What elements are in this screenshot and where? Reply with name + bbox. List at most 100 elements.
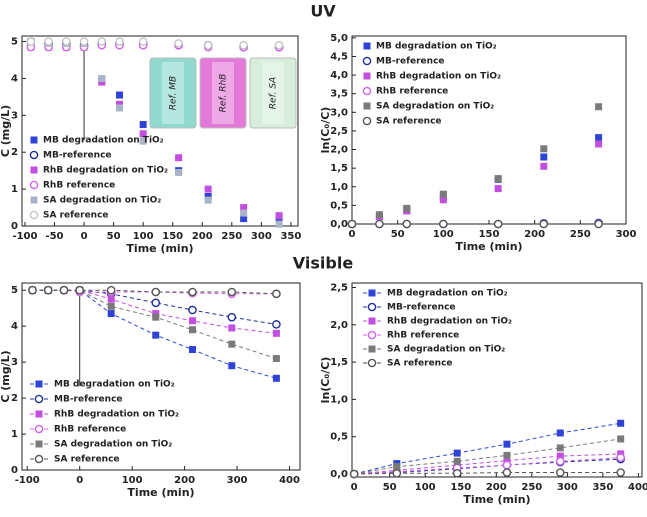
marker-circle	[75, 285, 84, 295]
y-tick-label: 1,0	[330, 394, 348, 405]
x-tick-label: 250	[570, 229, 591, 240]
marker-circle	[115, 37, 124, 46]
x-tick-label: -50	[45, 231, 63, 242]
legend-marker	[362, 86, 372, 96]
marker-circle	[43, 285, 53, 295]
marker-circle	[375, 219, 384, 229]
y-tick-label: 2,0	[330, 145, 348, 156]
x-tick-label: -100	[12, 231, 37, 242]
marker-circle	[188, 287, 197, 297]
section-title: UV	[310, 2, 336, 21]
x-tick-label: -100	[15, 475, 40, 486]
marker-circle	[274, 40, 284, 50]
legend: MB degradation on TiO₂ MB-reference RhB de…	[362, 42, 501, 127]
x-axis-title: Time (min)	[126, 242, 193, 255]
chart: 0,0 0,5 1,0 1,5 2,0 2,5 3,0 3,5 4,0 4,5 5,0 0 50 100 1…	[319, 33, 636, 253]
marker-square	[595, 140, 603, 148]
x-tick-label: 300	[557, 482, 578, 493]
y-tick-label: 3	[11, 110, 18, 121]
marker-square	[540, 162, 548, 170]
legend-marker	[34, 424, 44, 434]
inset-label: Ref. RhB	[219, 74, 229, 113]
y-tick-label: 4	[11, 321, 18, 332]
x-tick-label: 100	[122, 475, 143, 486]
legend-marker	[363, 102, 371, 110]
x-tick-label: 0	[349, 229, 356, 240]
y-axis-title: C (mg/L)	[0, 105, 12, 157]
marker-circle	[203, 40, 213, 50]
legend-label: MB degradation on TiO₂	[387, 289, 508, 299]
legend-marker	[367, 358, 377, 368]
marker-square	[439, 196, 447, 204]
marker-square	[503, 440, 511, 448]
y-tick-label: 5,0	[330, 33, 348, 44]
marker-circle	[227, 312, 237, 322]
legend: MB degradation on TiO₂ MB-reference RhB de…	[30, 380, 179, 465]
marker-square	[494, 175, 502, 183]
legend-marker	[368, 317, 376, 325]
marker-square	[188, 326, 196, 334]
x-tick-label: 0	[76, 475, 83, 486]
y-axis-title: ln(C₀/C)	[319, 357, 332, 404]
marker-square	[152, 310, 160, 318]
x-tick-label: 200	[192, 231, 213, 242]
cuvette	[212, 62, 234, 124]
marker-circle	[151, 287, 161, 297]
x-axis-title: Time (min)	[463, 493, 530, 506]
plot-frame	[351, 282, 643, 478]
x-tick-label: 350	[280, 231, 301, 242]
marker-square	[240, 209, 248, 217]
marker-circle	[59, 285, 69, 295]
marker-circle	[227, 287, 237, 297]
y-tick-label: 2	[11, 147, 18, 158]
x-tick-label: 300	[251, 231, 272, 242]
x-tick-label: 200	[486, 482, 507, 493]
y-tick-label: 4,0	[330, 70, 348, 81]
y-tick-label: 0,0	[330, 469, 348, 480]
legend-label: SA degradation on TiO₂	[376, 102, 494, 112]
marker-circle	[44, 37, 53, 46]
marker-circle	[502, 460, 512, 470]
inset-label: Ref. SA	[269, 77, 279, 109]
marker-square	[228, 340, 236, 348]
marker-square	[240, 204, 248, 212]
legend-marker	[34, 394, 44, 404]
series-line	[354, 438, 621, 475]
x-tick-label: 100	[133, 231, 154, 242]
y-tick-label: 0,5	[330, 200, 348, 211]
marker-circle	[349, 469, 359, 479]
marker-square	[272, 329, 280, 337]
legend-label: SA degradation on TiO₂	[54, 440, 172, 450]
y-tick-label: 1	[11, 429, 18, 440]
inset-label: Ref. MB	[169, 76, 179, 110]
legend-label: SA reference	[43, 211, 109, 221]
legend-label: MB degradation on TiO₂	[54, 380, 175, 390]
marker-square	[175, 154, 183, 162]
marker-circle	[97, 37, 107, 46]
x-tick-label: 400	[279, 475, 300, 486]
marker-square	[116, 100, 124, 108]
y-tick-label: 4,5	[330, 51, 348, 62]
marker-circle	[138, 37, 148, 46]
marker-square	[617, 435, 625, 443]
legend-marker	[29, 210, 39, 220]
cuvette	[262, 62, 284, 124]
y-tick-label: 1,0	[330, 182, 348, 193]
marker-circle	[493, 219, 503, 229]
y-tick-label: 3,5	[330, 89, 348, 100]
y-tick-label: 1,5	[330, 163, 348, 174]
marker-circle	[151, 298, 161, 308]
x-tick-label: 250	[521, 482, 542, 493]
legend-label: RhB reference	[43, 181, 115, 191]
legend-label: MB degradation on TiO₂	[43, 136, 164, 146]
chart: Ref. MB Ref. RhB Ref. SA 0 1 2 3 4 5 -100 -50 0 50 10…	[0, 35, 301, 255]
marker-square	[152, 331, 160, 339]
y-tick-label: 0	[11, 465, 18, 476]
legend-label: RhB reference	[376, 87, 448, 97]
marker-circle	[539, 219, 549, 229]
marker-square	[152, 313, 160, 321]
series-line	[354, 472, 621, 475]
legend-marker	[35, 440, 43, 448]
x-tick-label: 350	[592, 482, 613, 493]
